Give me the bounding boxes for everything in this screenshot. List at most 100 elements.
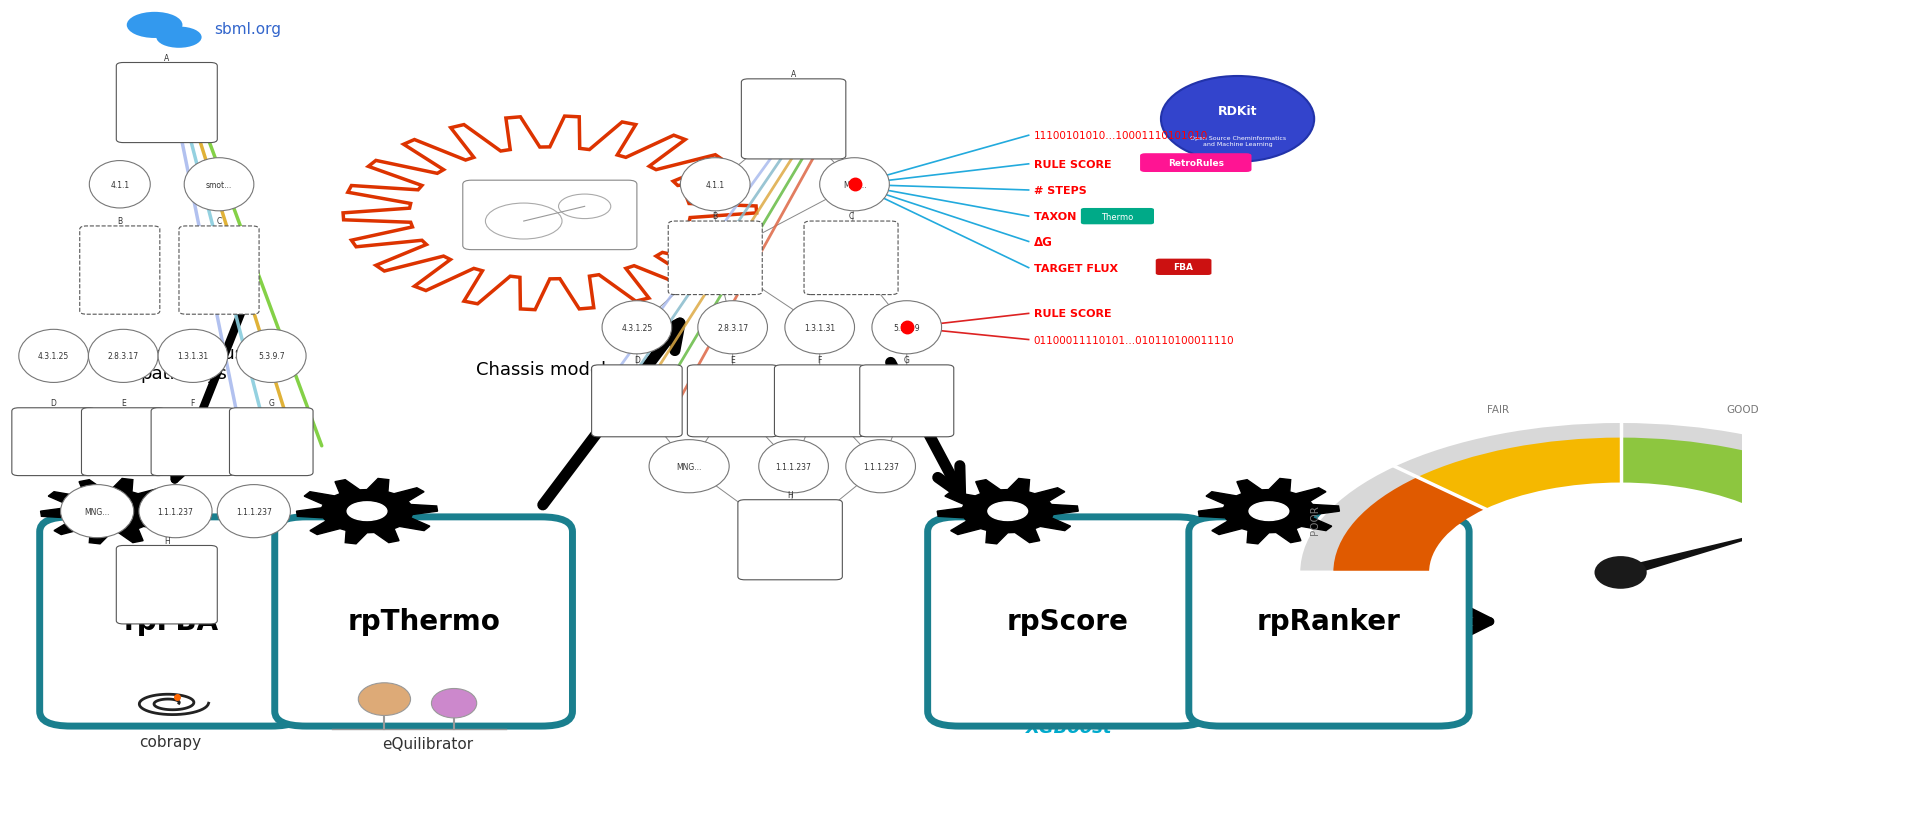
Text: 1.1.1.237: 1.1.1.237: [158, 507, 194, 516]
Text: G: G: [903, 355, 911, 364]
Text: MNG...: MNG...: [84, 507, 110, 516]
FancyBboxPatch shape: [1156, 260, 1212, 276]
FancyBboxPatch shape: [229, 409, 312, 476]
Circle shape: [1250, 502, 1290, 521]
Polygon shape: [1615, 526, 1795, 577]
Text: 1.1.1.237: 1.1.1.237: [236, 507, 272, 516]
Text: Thermo: Thermo: [1101, 212, 1133, 221]
Ellipse shape: [819, 159, 890, 211]
Text: 1.1.1.237: 1.1.1.237: [775, 462, 812, 471]
Text: rpFBA: rpFBA: [124, 608, 219, 636]
FancyBboxPatch shape: [592, 365, 682, 437]
Text: # STEPS: # STEPS: [1034, 186, 1086, 196]
Text: Open Source Cheminformatics
and Machine Learning: Open Source Cheminformatics and Machine …: [1189, 136, 1286, 147]
Text: RDKit: RDKit: [1217, 105, 1257, 118]
Text: 01100011110101...010110100011110: 01100011110101...010110100011110: [1034, 335, 1234, 345]
Text: E: E: [120, 399, 126, 408]
Text: Chassis model: Chassis model: [476, 360, 606, 378]
Text: RetroRules: RetroRules: [1168, 159, 1223, 168]
Wedge shape: [1334, 477, 1486, 572]
FancyBboxPatch shape: [688, 365, 777, 437]
Text: H: H: [787, 491, 792, 500]
Ellipse shape: [872, 301, 941, 355]
Ellipse shape: [88, 330, 158, 383]
Text: rpScore: rpScore: [1008, 608, 1130, 636]
FancyBboxPatch shape: [179, 227, 259, 314]
Text: 1.3.1.31: 1.3.1.31: [804, 324, 834, 333]
FancyBboxPatch shape: [274, 518, 573, 726]
Ellipse shape: [1594, 556, 1646, 589]
Text: 2.8.3.17: 2.8.3.17: [716, 324, 749, 333]
Text: 5.3.9.9: 5.3.9.9: [893, 324, 920, 333]
FancyBboxPatch shape: [804, 222, 897, 295]
Polygon shape: [297, 479, 438, 544]
FancyBboxPatch shape: [669, 222, 762, 295]
FancyBboxPatch shape: [40, 518, 303, 726]
Ellipse shape: [139, 485, 211, 538]
Text: smot...: smot...: [206, 180, 232, 189]
FancyBboxPatch shape: [80, 227, 160, 314]
Polygon shape: [1198, 479, 1339, 544]
Ellipse shape: [158, 330, 229, 383]
Text: eQuilibrator: eQuilibrator: [383, 736, 474, 751]
Text: B: B: [118, 217, 122, 226]
Text: E: E: [730, 355, 735, 364]
Text: A: A: [791, 70, 796, 79]
FancyBboxPatch shape: [150, 409, 234, 476]
Text: 2.8.3.17: 2.8.3.17: [109, 352, 139, 361]
FancyBboxPatch shape: [928, 518, 1208, 726]
Text: F: F: [190, 399, 194, 408]
Text: TAXON ID: TAXON ID: [1034, 212, 1093, 222]
Text: 5.3.9.7: 5.3.9.7: [257, 352, 284, 361]
Circle shape: [128, 13, 183, 39]
Text: MNG...: MNG...: [676, 462, 701, 471]
FancyBboxPatch shape: [737, 500, 842, 580]
Text: G: G: [269, 399, 274, 408]
FancyBboxPatch shape: [741, 79, 846, 160]
Circle shape: [156, 28, 202, 48]
Text: Heterologous
pathways: Heterologous pathways: [124, 344, 244, 383]
Wedge shape: [1756, 477, 1905, 572]
FancyBboxPatch shape: [463, 181, 636, 251]
Text: C: C: [848, 212, 853, 221]
Text: TARGET FLUX: TARGET FLUX: [1034, 263, 1118, 274]
Polygon shape: [937, 479, 1078, 544]
Circle shape: [558, 195, 612, 219]
FancyBboxPatch shape: [116, 545, 217, 624]
Ellipse shape: [785, 301, 855, 355]
Text: POOR: POOR: [1309, 505, 1320, 535]
Text: GOOD: GOOD: [1726, 405, 1760, 414]
Text: F: F: [817, 355, 821, 364]
Text: RULE SCORE: RULE SCORE: [1034, 309, 1111, 319]
Ellipse shape: [602, 301, 672, 355]
Ellipse shape: [236, 330, 307, 383]
FancyBboxPatch shape: [82, 409, 166, 476]
FancyBboxPatch shape: [775, 365, 865, 437]
Text: 4.1.1: 4.1.1: [110, 180, 130, 189]
Text: RULE SCORE: RULE SCORE: [1034, 160, 1111, 170]
Ellipse shape: [185, 159, 253, 211]
Circle shape: [347, 502, 387, 521]
Text: ΔG: ΔG: [1034, 236, 1053, 249]
FancyBboxPatch shape: [11, 409, 95, 476]
Text: D: D: [634, 355, 640, 364]
Text: rpThermo: rpThermo: [347, 608, 499, 636]
Ellipse shape: [697, 301, 768, 355]
Text: sbml.org: sbml.org: [213, 22, 280, 38]
Text: 4.3.1.25: 4.3.1.25: [621, 324, 653, 333]
Ellipse shape: [431, 689, 476, 718]
Text: rpRanker: rpRanker: [1257, 608, 1400, 636]
FancyBboxPatch shape: [1139, 154, 1252, 173]
Circle shape: [486, 204, 562, 240]
Circle shape: [91, 502, 131, 521]
Text: 11100101010...10001110101010: 11100101010...10001110101010: [1034, 131, 1208, 141]
Ellipse shape: [217, 485, 290, 538]
FancyBboxPatch shape: [1080, 209, 1154, 225]
Text: 4.1.1: 4.1.1: [705, 180, 724, 189]
Polygon shape: [40, 479, 181, 544]
Text: XGBoost: XGBoost: [1025, 718, 1113, 736]
Ellipse shape: [650, 440, 730, 493]
Ellipse shape: [358, 683, 411, 716]
Text: B: B: [712, 212, 718, 221]
Text: 4.3.1.25: 4.3.1.25: [38, 352, 69, 361]
